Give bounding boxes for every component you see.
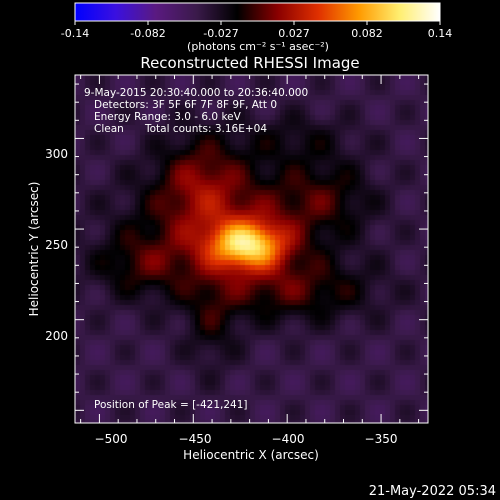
colorbar-tick-label: 0.14	[428, 27, 453, 40]
x-axis-label: Heliocentric X (arcsec)	[183, 448, 319, 462]
plot-area: 9-May-2015 20:30:40.000 to 20:36:40.000 …	[74, 74, 429, 424]
energy-range-annotation: Energy Range: 3.0 - 6.0 keV	[94, 111, 242, 123]
footer-timestamp: 21-May-2022 05:34	[369, 484, 496, 499]
plot-frame	[74, 74, 429, 424]
axis-ticks	[75, 75, 428, 423]
total-counts-annotation: Total counts: 3.16E+04	[144, 123, 267, 135]
colorbar-unit-label: (photons cm⁻² s⁻¹ asec⁻²)	[187, 40, 329, 53]
colorbar-tick-label: 0.082	[351, 27, 383, 40]
x-tick-label: −500	[95, 432, 128, 446]
time-range-annotation: 9-May-2015 20:30:40.000 to 20:36:40.000	[84, 87, 308, 99]
y-tick-label: 250	[45, 238, 68, 252]
chart-title: Reconstructed RHESSI Image	[140, 54, 359, 72]
colorbar-tick-label: -0.14	[61, 27, 89, 40]
x-tick-label: −400	[272, 432, 305, 446]
detectors-annotation: Detectors: 3F 5F 6F 7F 8F 9F, Att 0	[94, 99, 277, 111]
colorbar: -0.14 -0.082 -0.027 0.027 0.082 0.14 (ph…	[61, 2, 453, 53]
colorbar-gradient	[74, 2, 441, 22]
colorbar-tick-label: 0.027	[278, 27, 310, 40]
colorbar-tick-label: -0.027	[203, 27, 238, 40]
colorbar-ticks	[74, 21, 441, 25]
y-tick-label: 300	[45, 147, 68, 161]
y-tick-label: 200	[45, 329, 68, 343]
heatmap-image	[75, 75, 428, 423]
colorbar-tick-label: -0.082	[130, 27, 165, 40]
peak-position-annotation: Position of Peak = [-421,241]	[94, 399, 248, 411]
x-tick-label: −350	[365, 432, 398, 446]
x-tick-label: −450	[179, 432, 212, 446]
clean-annotation: Clean	[94, 123, 124, 135]
y-axis-label: Heliocentric Y (arcsec)	[27, 182, 41, 317]
